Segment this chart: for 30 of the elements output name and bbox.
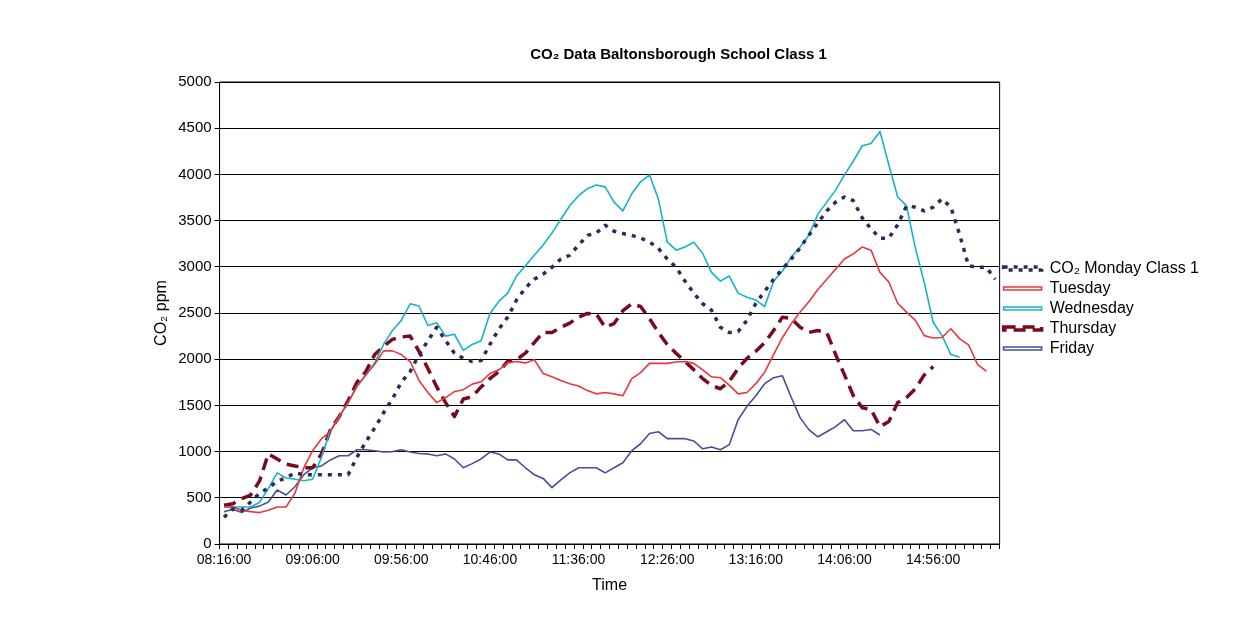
x-tick-label: 14:56:00 bbox=[905, 551, 961, 568]
x-tick-label: 14:06:00 bbox=[817, 551, 872, 568]
x-tick-label: 10:46:00 bbox=[462, 551, 518, 568]
legend-label: CO₂ Monday Class 1 bbox=[1049, 258, 1200, 276]
legend-label: Tuesday bbox=[1049, 278, 1111, 296]
x-tick-label: 12:26:00 bbox=[639, 551, 695, 568]
y-tick-label: 3000 bbox=[178, 256, 212, 274]
x-axis-title: Time bbox=[592, 575, 628, 593]
y-tick-label: 2500 bbox=[178, 303, 212, 321]
y-tick-label: 2000 bbox=[178, 349, 212, 367]
legend-label: Friday bbox=[1049, 338, 1095, 356]
y-tick-label: 4500 bbox=[178, 118, 212, 136]
x-tick-label: 09:06:00 bbox=[285, 551, 341, 568]
y-axis-title: CO₂ ppm bbox=[152, 280, 170, 346]
y-tick-label: 5000 bbox=[178, 72, 212, 90]
legend-label: Thursday bbox=[1049, 318, 1117, 336]
y-tick-label: 4000 bbox=[178, 164, 212, 182]
x-tick-label: 13:16:00 bbox=[728, 551, 784, 568]
chart-title: CO₂ Data Baltonsborough School Class 1 bbox=[530, 45, 827, 63]
x-tick-label: 09:56:00 bbox=[374, 551, 429, 568]
x-tick-label: 11:36:00 bbox=[551, 551, 606, 568]
y-tick-label: 3500 bbox=[178, 210, 212, 228]
y-tick-label: 0 bbox=[203, 534, 212, 552]
x-tick-label: 08:16:00 bbox=[196, 551, 252, 568]
line-series bbox=[222, 195, 997, 519]
y-tick-label: 1500 bbox=[178, 395, 212, 413]
y-tick-label: 500 bbox=[186, 487, 212, 505]
y-tick-label: 1000 bbox=[178, 441, 212, 459]
line-series bbox=[222, 302, 935, 507]
legend-label: Wednesday bbox=[1049, 298, 1134, 316]
